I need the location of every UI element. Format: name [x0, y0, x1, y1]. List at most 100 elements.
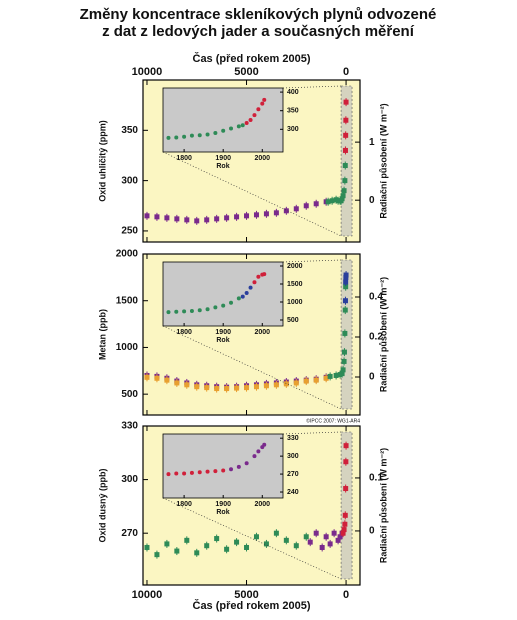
data-point — [204, 385, 210, 391]
data-point — [144, 544, 150, 550]
data-point — [174, 548, 180, 554]
x-axis-label: Čas (před rokem 2005) — [193, 599, 311, 612]
inset-data-point — [213, 131, 218, 136]
data-point — [303, 203, 309, 209]
data-point — [184, 217, 190, 223]
data-point — [333, 372, 339, 378]
data-point — [283, 208, 289, 214]
inset-data-point — [229, 126, 234, 131]
y2-tick-label: 0 — [369, 526, 375, 537]
data-point — [342, 307, 348, 313]
inset-data-point — [182, 471, 187, 476]
data-point — [164, 541, 170, 547]
data-point — [164, 377, 170, 383]
inset-data-point — [236, 296, 241, 301]
inset-data-point — [236, 124, 241, 129]
inset-data-point — [197, 133, 202, 138]
data-point — [293, 380, 299, 386]
data-point — [307, 539, 313, 545]
data-point — [342, 178, 348, 184]
data-point — [234, 385, 240, 391]
y-axis-label: Metan (ppb) — [97, 309, 107, 360]
data-point — [339, 196, 345, 202]
inset-data-point — [244, 461, 249, 466]
y2-tick-label: 1 — [369, 137, 375, 148]
inset-data-point — [182, 134, 187, 139]
inset-y-tick-label: 300 — [287, 126, 299, 133]
y-tick-label: 500 — [121, 389, 138, 400]
inset-x-axis-label: Rok — [216, 163, 229, 170]
data-point — [323, 375, 329, 381]
data-point — [244, 385, 250, 391]
data-point — [341, 349, 347, 355]
inset-data-point — [262, 442, 267, 447]
data-point — [343, 284, 349, 290]
data-point — [273, 382, 279, 388]
zoom-box — [340, 431, 353, 580]
inset-x-tick-label: 2000 — [254, 155, 270, 162]
inset-data-point — [205, 469, 210, 474]
inset-data-point — [213, 305, 218, 310]
data-point — [234, 214, 240, 220]
y-tick-label: 250 — [121, 226, 138, 237]
inset-data-point — [236, 464, 241, 469]
y-tick-label: 270 — [121, 528, 138, 539]
y2-tick-label: 0.1 — [369, 473, 383, 484]
inset-data-point — [166, 472, 171, 477]
inset-data-point — [166, 310, 171, 315]
data-point — [343, 459, 349, 465]
data-point — [341, 527, 347, 533]
data-point — [154, 375, 160, 381]
inset-data-point — [252, 113, 257, 118]
y2-tick-label: 0.4 — [369, 292, 383, 303]
note: ©IPCC 2007: WG1-AR4 — [306, 417, 360, 424]
inset-data-point — [189, 133, 194, 138]
data-point — [342, 163, 348, 169]
inset-data-point — [182, 309, 187, 314]
data-point — [263, 383, 269, 389]
data-point — [174, 380, 180, 386]
inset-data-point — [256, 449, 261, 454]
y-tick-label: 330 — [121, 421, 138, 432]
data-point — [342, 298, 348, 304]
inset-data-point — [240, 294, 245, 299]
inset-data-point — [166, 135, 171, 140]
y2-axis-label: Radiační působení (W m⁻²) — [378, 103, 388, 218]
y2-tick-label: 0 — [369, 195, 375, 206]
data-point — [253, 384, 259, 390]
data-point — [303, 534, 309, 540]
data-point — [214, 386, 220, 392]
y2-tick-label: 0.2 — [369, 332, 383, 343]
inset-data-point — [252, 454, 257, 459]
data-point — [343, 486, 349, 492]
inset-area — [162, 261, 284, 327]
data-point — [343, 272, 349, 278]
data-point — [273, 210, 279, 216]
inset-x-tick-label: 1800 — [176, 329, 192, 336]
inset-x-tick-label: 1900 — [215, 329, 231, 336]
data-point — [327, 541, 333, 547]
data-point — [319, 544, 325, 550]
data-point — [343, 117, 349, 123]
inset-data-point — [256, 107, 261, 112]
data-point — [342, 147, 348, 153]
inset-y-tick-label: 330 — [287, 435, 299, 442]
data-point — [340, 193, 346, 199]
data-point — [234, 539, 240, 545]
inset-x-tick-label: 1800 — [176, 501, 192, 508]
zoom-box — [340, 85, 353, 237]
inset-data-point — [248, 118, 253, 122]
inset-data-point — [189, 470, 194, 475]
data-point — [293, 543, 299, 549]
inset-data-point — [189, 308, 194, 313]
data-point — [263, 211, 269, 217]
data-point — [342, 521, 348, 527]
inset-y-tick-label: 2000 — [287, 263, 303, 270]
data-point — [154, 214, 160, 220]
data-point — [331, 530, 337, 536]
y-tick-label: 350 — [121, 125, 138, 136]
data-point — [313, 377, 319, 383]
y-tick-label: 1000 — [116, 342, 139, 353]
inset-data-point — [174, 135, 179, 140]
